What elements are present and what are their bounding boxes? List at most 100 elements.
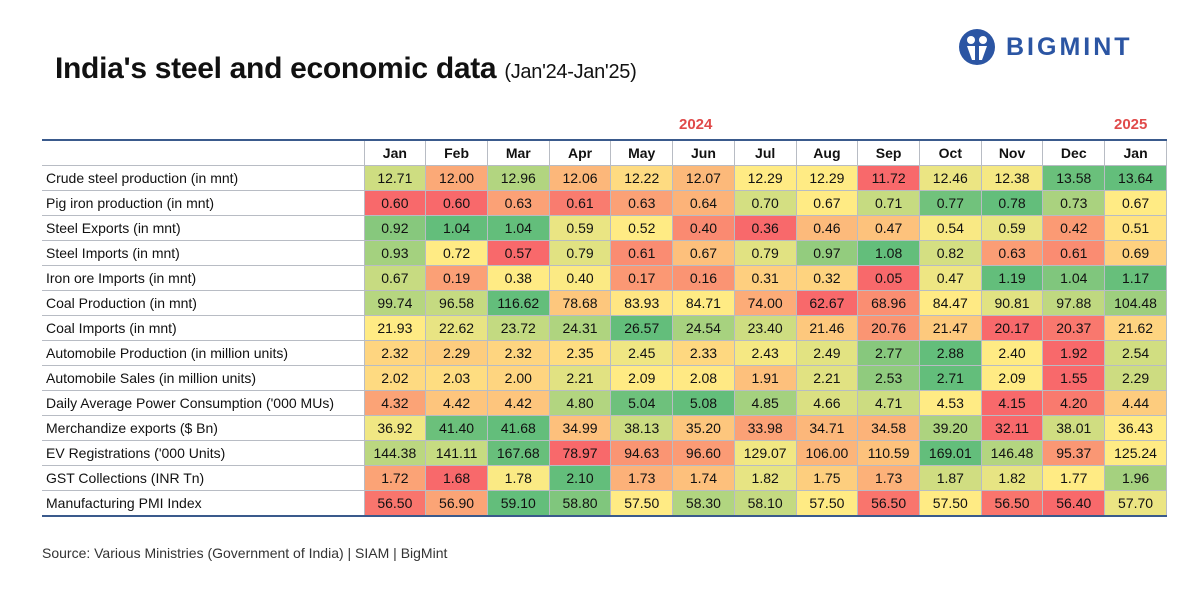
heatmap-cell: 2.43	[733, 340, 797, 366]
heatmap-cell: 2.21	[795, 365, 859, 391]
heatmap-cell: 4.15	[980, 390, 1044, 416]
heatmap-cell: 0.82	[918, 240, 982, 266]
heatmap-cell: 0.61	[548, 190, 612, 216]
column-header: Jan	[1104, 139, 1167, 166]
source-note: Source: Various Ministries (Government o…	[42, 545, 448, 561]
heatmap-cell: 34.99	[548, 415, 612, 441]
heatmap-cell: 1.17	[1104, 265, 1167, 291]
heatmap-cell: 12.22	[610, 165, 674, 191]
heatmap-cell: 0.54	[918, 215, 982, 241]
heatmap-cell: 0.67	[672, 240, 735, 266]
table-row: Coal Imports (in mnt) 21.93 22.62 23.72 24.3…	[42, 315, 1167, 341]
heatmap-cell: 1.72	[363, 465, 427, 491]
column-header: Feb	[425, 139, 488, 166]
heatmap-cell: 116.62	[486, 290, 550, 316]
heatmap-cell: 12.07	[672, 165, 735, 191]
heatmap-cell: 0.40	[548, 265, 612, 291]
table-row: Pig iron production (in mnt) 0.60 0.60 0.63…	[42, 190, 1167, 216]
heatmap-cell: 0.73	[1042, 190, 1106, 216]
heatmap-cell: 1.68	[425, 465, 488, 491]
heatmap-cell: 146.48	[980, 440, 1044, 466]
heatmap-cell: 1.82	[733, 465, 797, 491]
heatmap-cell: 1.77	[1042, 465, 1106, 491]
table-row: Daily Average Power Consumption ('000 MU…	[42, 390, 1167, 416]
header-corner	[42, 139, 365, 166]
heatmap-cell: 1.55	[1042, 365, 1106, 391]
heatmap-cell: 1.73	[857, 465, 920, 491]
row-label: GST Collections (INR Tn)	[42, 465, 365, 491]
heatmap-cell: 4.44	[1104, 390, 1167, 416]
heatmap-cell: 57.50	[918, 490, 982, 517]
heatmap-cell: 4.32	[363, 390, 427, 416]
row-label: Automobile Sales (in million units)	[42, 365, 365, 391]
heatmap-cell: 56.40	[1042, 490, 1106, 517]
heatmap-cell: 0.63	[610, 190, 674, 216]
table-row: Iron ore Imports (in mnt) 0.67 0.19 0.38 0.4…	[42, 265, 1167, 291]
heatmap-cell: 104.48	[1104, 290, 1167, 316]
heatmap-cell: 2.33	[672, 340, 735, 366]
heatmap-cell: 57.70	[1104, 490, 1167, 517]
heatmap-cell: 58.30	[672, 490, 735, 517]
subtitle: (Jan'24-Jan'25)	[504, 61, 637, 83]
bigmint-logo: BIGMINT	[958, 28, 1133, 66]
heatmap-cell: 0.70	[733, 190, 797, 216]
row-label: Merchandize exports ($ Bn)	[42, 415, 365, 441]
heatmap-cell: 24.54	[672, 315, 735, 341]
column-header: Aug	[795, 139, 859, 166]
heatmap-cell: 97.88	[1042, 290, 1106, 316]
heatmap-cell: 96.60	[672, 440, 735, 466]
column-header: Jan	[363, 139, 427, 166]
column-header: Oct	[918, 139, 982, 166]
heatmap-cell: 2.03	[425, 365, 488, 391]
heatmap-cell: 1.78	[486, 465, 550, 491]
row-label: Pig iron production (in mnt)	[42, 190, 365, 216]
heatmap-cell: 20.76	[857, 315, 920, 341]
column-header: Nov	[980, 139, 1044, 166]
row-label: EV Registrations ('000 Units)	[42, 440, 365, 466]
heatmap-cell: 2.00	[486, 365, 550, 391]
year-label-2025: 2025	[1114, 116, 1148, 133]
heatmap-cell: 0.36	[733, 215, 797, 241]
heatmap-cell: 125.24	[1104, 440, 1167, 466]
heatmap-cell: 0.47	[918, 265, 982, 291]
heatmap-cell: 12.96	[486, 165, 550, 191]
heatmap-cell: 62.67	[795, 290, 859, 316]
heatmap-cell: 0.31	[733, 265, 797, 291]
heatmap-cell: 0.67	[363, 265, 427, 291]
heatmap-cell: 58.10	[733, 490, 797, 517]
column-header: Jul	[733, 139, 797, 166]
heatmap-cell: 2.54	[1104, 340, 1167, 366]
heatmap-cell: 56.50	[857, 490, 920, 517]
table-row: Automobile Production (in million units)…	[42, 340, 1167, 366]
heatmap-cell: 58.80	[548, 490, 612, 517]
heatmap-cell: 1.08	[857, 240, 920, 266]
heatmap-cell: 2.53	[857, 365, 920, 391]
page-title: India's steel and economic data (Jan'24-…	[55, 52, 637, 86]
heatmap-cell: 38.13	[610, 415, 674, 441]
heatmap-cell: 2.49	[795, 340, 859, 366]
table-row: Coal Production (in mnt) 99.74 96.58 116.62…	[42, 290, 1167, 316]
heatmap-cell: 23.40	[733, 315, 797, 341]
year-label-2024: 2024	[679, 116, 713, 133]
table-row: Steel Imports (in mnt) 0.93 0.72 0.57 0.79 0.…	[42, 240, 1167, 266]
heatmap-cell: 1.04	[425, 215, 488, 241]
heatmap-cell: 13.58	[1042, 165, 1106, 191]
heatmap-cell: 1.04	[486, 215, 550, 241]
heatmap-cell: 21.93	[363, 315, 427, 341]
heatmap-cell: 20.17	[980, 315, 1044, 341]
heatmap-cell: 0.77	[918, 190, 982, 216]
heatmap-cell: 0.71	[857, 190, 920, 216]
heatmap-cell: 0.17	[610, 265, 674, 291]
heatmap-cell: 41.68	[486, 415, 550, 441]
heatmap-cell: 2.29	[425, 340, 488, 366]
heatmap-cell: 24.31	[548, 315, 612, 341]
heatmap-cell: 36.92	[363, 415, 427, 441]
table-row: EV Registrations ('000 Units) 144.38 141.1…	[42, 440, 1167, 466]
row-label: Iron ore Imports (in mnt)	[42, 265, 365, 291]
heatmap-cell: 34.58	[857, 415, 920, 441]
heatmap-cell: 5.04	[610, 390, 674, 416]
heatmap-cell: 4.66	[795, 390, 859, 416]
column-header: Apr	[548, 139, 612, 166]
heatmap-cell: 57.50	[610, 490, 674, 517]
heatmap-cell: 0.46	[795, 215, 859, 241]
